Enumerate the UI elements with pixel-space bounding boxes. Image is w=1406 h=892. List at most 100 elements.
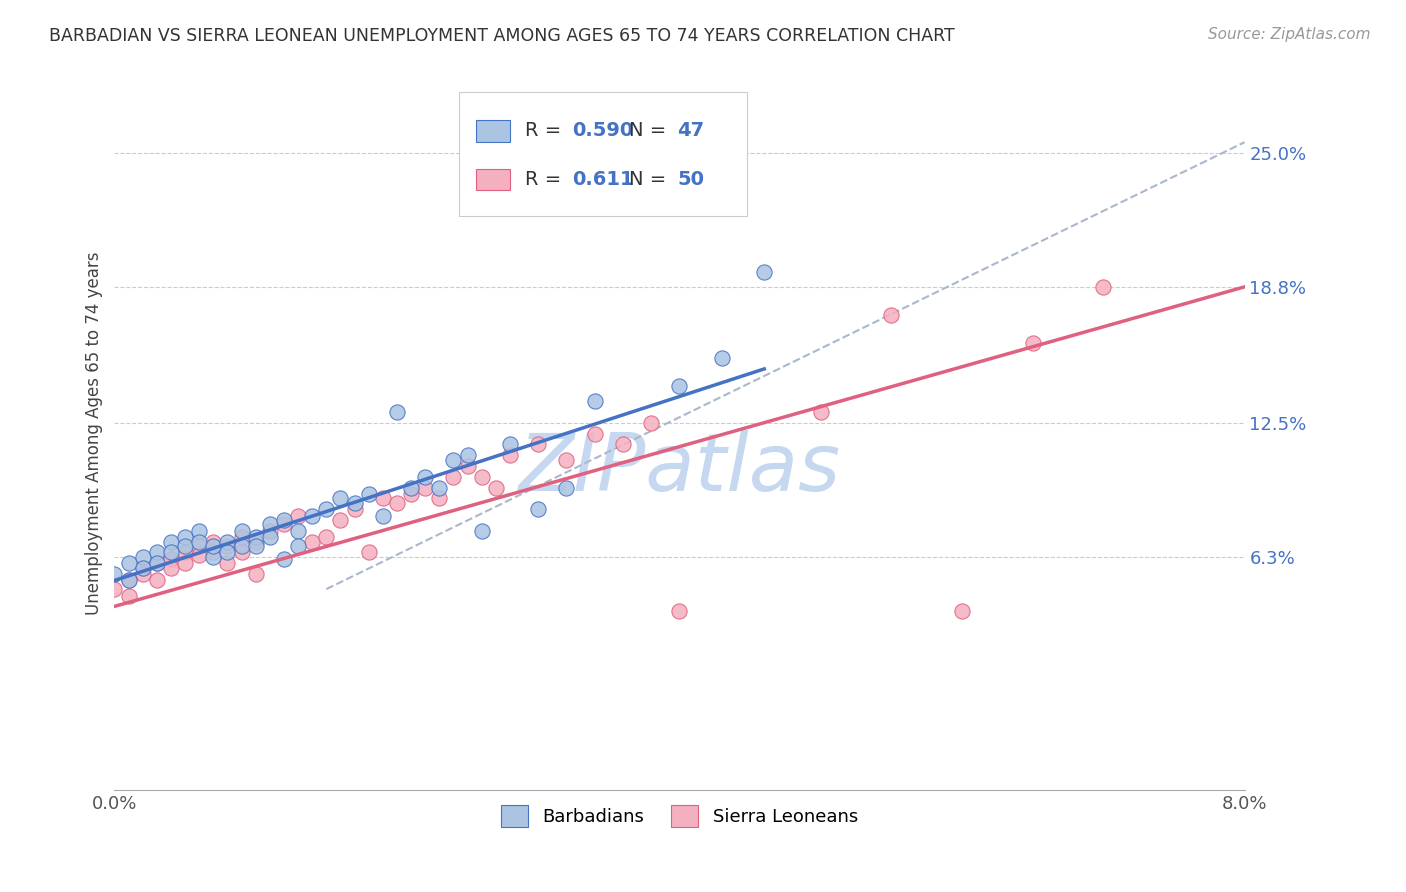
Point — [499, 437, 522, 451]
Point — [259, 524, 281, 538]
Text: 0.611: 0.611 — [572, 169, 634, 189]
Point — [427, 491, 450, 506]
Point — [457, 448, 479, 462]
Point — [399, 481, 422, 495]
Point — [329, 513, 352, 527]
Point — [385, 496, 408, 510]
Point — [343, 496, 366, 510]
Text: N =: N = — [628, 121, 672, 140]
Point — [315, 530, 337, 544]
FancyBboxPatch shape — [477, 169, 510, 190]
Point — [343, 502, 366, 516]
Point — [555, 481, 578, 495]
Point — [810, 405, 832, 419]
Point — [668, 379, 690, 393]
Point — [131, 567, 153, 582]
Point — [202, 549, 225, 564]
Point — [527, 502, 550, 516]
Point — [710, 351, 733, 365]
Point — [427, 481, 450, 495]
Point — [583, 394, 606, 409]
FancyBboxPatch shape — [460, 92, 747, 217]
Point — [399, 487, 422, 501]
Point — [371, 508, 394, 523]
Point — [231, 539, 253, 553]
Point — [1092, 280, 1115, 294]
Point — [202, 539, 225, 553]
Point — [146, 574, 169, 588]
Point — [315, 502, 337, 516]
Point — [174, 545, 197, 559]
Point — [217, 539, 239, 553]
Point — [117, 574, 139, 588]
Point — [160, 560, 183, 574]
Point — [245, 539, 267, 553]
Text: R =: R = — [524, 121, 567, 140]
Point — [259, 517, 281, 532]
Point — [527, 437, 550, 451]
Point — [371, 491, 394, 506]
Point — [188, 534, 211, 549]
Point — [146, 556, 169, 570]
Point — [231, 524, 253, 538]
FancyBboxPatch shape — [477, 120, 510, 142]
Point — [754, 265, 776, 279]
Text: 47: 47 — [678, 121, 704, 140]
Point — [160, 534, 183, 549]
Point — [273, 513, 295, 527]
Point — [357, 487, 380, 501]
Point — [583, 426, 606, 441]
Point — [245, 567, 267, 582]
Point — [329, 491, 352, 506]
Point — [413, 470, 436, 484]
Point — [385, 405, 408, 419]
Point — [287, 524, 309, 538]
Point — [273, 517, 295, 532]
Point — [499, 448, 522, 462]
Point — [273, 552, 295, 566]
Point — [485, 481, 508, 495]
Point — [231, 545, 253, 559]
Point — [245, 530, 267, 544]
Text: R =: R = — [524, 169, 574, 189]
Point — [131, 560, 153, 574]
Point — [259, 530, 281, 544]
Point — [174, 530, 197, 544]
Point — [103, 567, 125, 582]
Text: N =: N = — [628, 169, 672, 189]
Point — [217, 534, 239, 549]
Point — [471, 470, 494, 484]
Point — [217, 556, 239, 570]
Point — [443, 452, 465, 467]
Point — [103, 582, 125, 596]
Point — [1021, 336, 1043, 351]
Point — [117, 589, 139, 603]
Point — [202, 545, 225, 559]
Point — [301, 508, 323, 523]
Point — [174, 539, 197, 553]
Point — [146, 545, 169, 559]
Point — [160, 545, 183, 559]
Point — [950, 604, 973, 618]
Point — [131, 560, 153, 574]
Text: 0.590: 0.590 — [572, 121, 633, 140]
Point — [640, 416, 662, 430]
Point — [287, 508, 309, 523]
Point — [202, 534, 225, 549]
Point — [880, 308, 903, 322]
Point — [471, 524, 494, 538]
Point — [188, 524, 211, 538]
Point — [413, 481, 436, 495]
Text: Source: ZipAtlas.com: Source: ZipAtlas.com — [1208, 27, 1371, 42]
Y-axis label: Unemployment Among Ages 65 to 74 years: Unemployment Among Ages 65 to 74 years — [86, 252, 103, 615]
Point — [357, 545, 380, 559]
Point — [131, 549, 153, 564]
Point — [612, 437, 634, 451]
Point — [231, 530, 253, 544]
Point — [117, 574, 139, 588]
Text: ZIPatlas: ZIPatlas — [519, 430, 841, 508]
Text: BARBADIAN VS SIERRA LEONEAN UNEMPLOYMENT AMONG AGES 65 TO 74 YEARS CORRELATION C: BARBADIAN VS SIERRA LEONEAN UNEMPLOYMENT… — [49, 27, 955, 45]
Point — [117, 556, 139, 570]
Point — [188, 539, 211, 553]
Point — [668, 604, 690, 618]
